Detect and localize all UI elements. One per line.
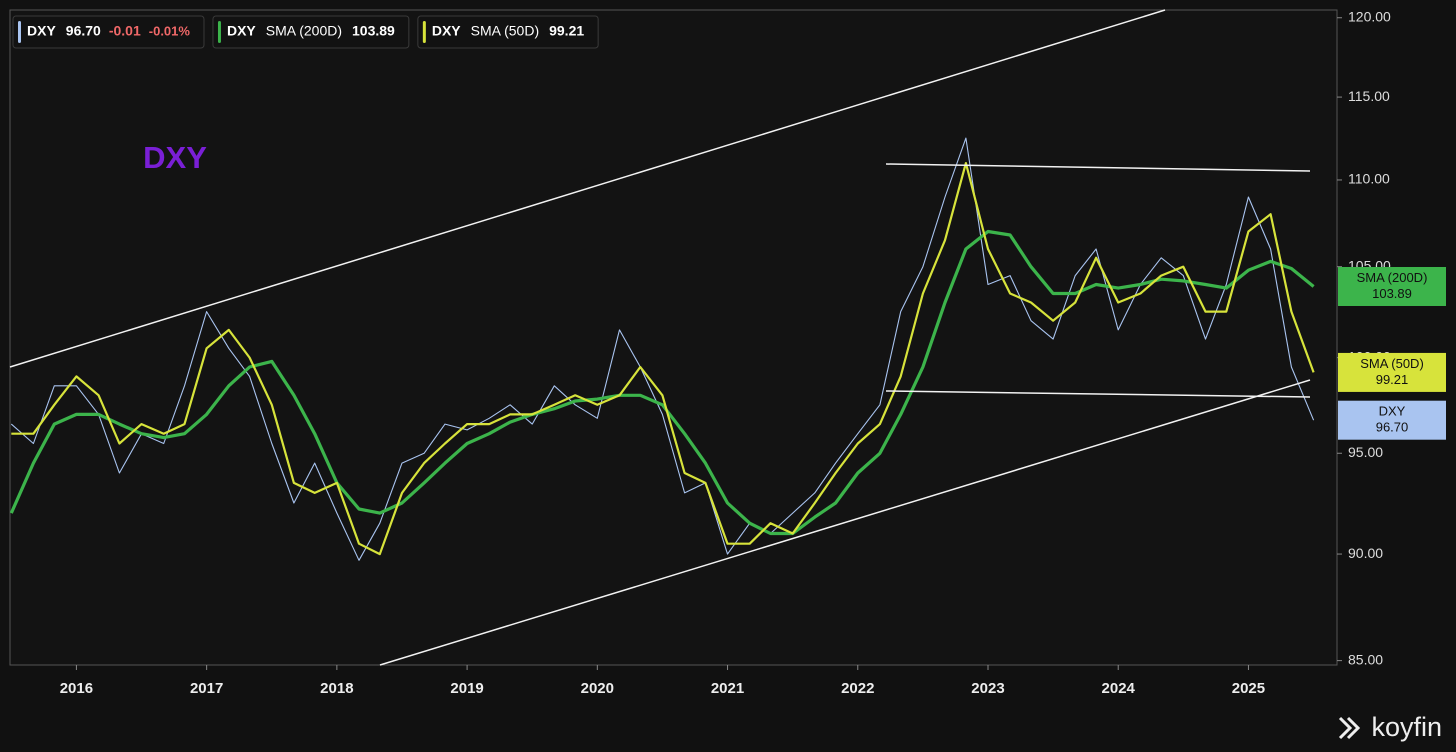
legend-value: 99.21 (549, 23, 584, 39)
legend-box (12, 15, 205, 49)
badge-value: 96.70 (1376, 420, 1409, 435)
trend-lines (9, 9, 1311, 666)
legend-ticker: DXY (227, 23, 256, 39)
y-tick-label: 90.00 (1348, 545, 1383, 561)
legend-swatch (217, 21, 221, 43)
brand: koyfin (1371, 712, 1442, 742)
x-tick-label: 2024 (1102, 680, 1136, 697)
series-line (11, 162, 1315, 556)
legend-name: SMA (50D) (471, 23, 539, 39)
value-badge: SMA (50D)99.21 (1338, 352, 1446, 392)
x-tick-label: 2017 (190, 680, 223, 697)
legend-swatch (422, 21, 426, 43)
badge-value: 103.89 (1372, 286, 1412, 301)
badge-box (1338, 352, 1446, 392)
x-tick-label: 2023 (971, 680, 1004, 697)
legend-item: DXY SMA (200D) 103.89 (212, 15, 410, 49)
legend-value: 103.89 (352, 23, 395, 39)
badge-box (1338, 400, 1446, 440)
brand-icon (1338, 716, 1361, 740)
legend-item: DXY 96.70 -0.01 -0.01% (12, 15, 205, 49)
channel-lower (379, 379, 1311, 666)
badge-name: SMA (200D) (1357, 270, 1428, 285)
badge-name: DXY (1379, 404, 1406, 419)
legend-ticker: DXY (432, 23, 461, 39)
y-tick-label: 110.00 (1348, 171, 1390, 187)
channel-upper (9, 9, 1166, 368)
y-tick-label: 95.00 (1348, 444, 1383, 460)
value-badge: SMA (200D)103.89 (1338, 266, 1446, 306)
x-tick-label: 2025 (1232, 680, 1265, 697)
x-tick-label: 2020 (581, 680, 614, 697)
legend-change-pct: -0.01% (149, 23, 191, 38)
y-tick-label: 115.00 (1348, 88, 1390, 104)
series-line (9, 229, 1315, 536)
series-line (10, 137, 1315, 561)
x-tick-label: 2018 (320, 680, 353, 697)
legend-box (417, 15, 599, 49)
legend-name: SMA (200D) (266, 23, 342, 39)
x-tick-label: 2021 (711, 680, 744, 697)
x-tick-label: 2016 (60, 680, 93, 697)
legend-change: -0.01 (109, 23, 141, 39)
legend-value: 96.70 (66, 23, 101, 39)
range-top (885, 163, 1311, 172)
badge-value: 99.21 (1376, 372, 1409, 387)
legend-swatch (18, 21, 21, 43)
x-tick-label: 2019 (450, 680, 483, 697)
plot-area (9, 9, 1338, 666)
badge-name: SMA (50D) (1360, 356, 1424, 371)
x-tick-label: 2022 (841, 680, 874, 697)
range-bottom (885, 390, 1311, 398)
y-tick-label: 120.00 (1348, 8, 1391, 24)
y-tick-label: 85.00 (1348, 651, 1383, 667)
annotation: DXY (143, 140, 207, 175)
badge-box (1338, 266, 1446, 306)
legend-item: DXY SMA (50D) 99.21 (417, 15, 599, 49)
legend-name: DXY (27, 23, 56, 39)
legend-box (212, 15, 410, 49)
